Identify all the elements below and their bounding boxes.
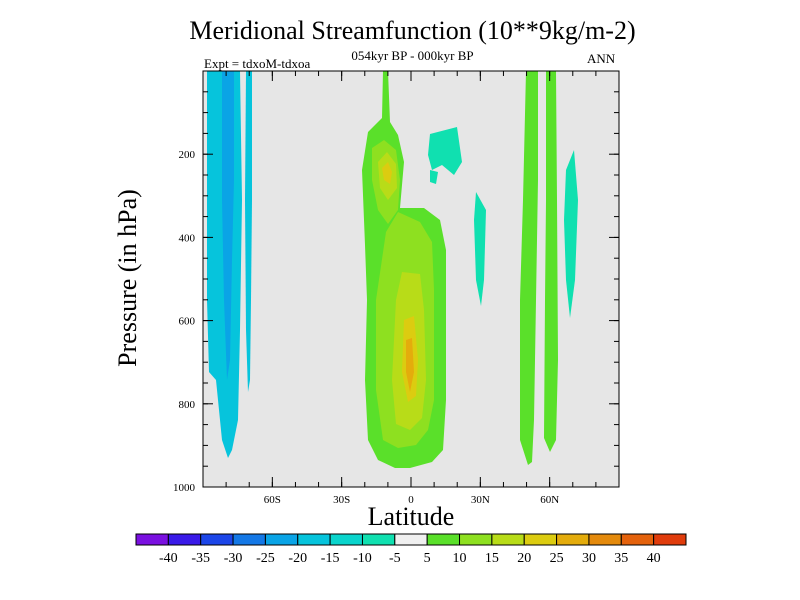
contour-upper-nh-negative bbox=[428, 127, 462, 175]
colorbar-label: 10 bbox=[453, 551, 467, 566]
colorbar-box bbox=[394, 533, 428, 546]
colorbar-label: -30 bbox=[224, 551, 243, 566]
colorbar-label: 35 bbox=[614, 551, 628, 566]
axes: 60S 30S 0 30N 60N 200 400 600 800 1000 bbox=[173, 71, 620, 506]
contour-upper-nh-negative-small bbox=[430, 170, 438, 184]
colorbar-label: 25 bbox=[550, 551, 564, 566]
contour-south-polar-core bbox=[222, 71, 234, 380]
colorbar-label: 20 bbox=[517, 551, 531, 566]
colorbar-label: -20 bbox=[288, 551, 307, 566]
colorbar-box bbox=[588, 533, 622, 546]
colorbar-label: 40 bbox=[647, 551, 661, 566]
colorbar-label: -40 bbox=[159, 551, 178, 566]
colorbar-box bbox=[523, 533, 558, 546]
y-tick-label: 1000 bbox=[173, 482, 196, 494]
contour-nh-negative-70 bbox=[564, 150, 578, 318]
x-tick-label: 60N bbox=[540, 494, 559, 506]
chart-subtitle: 054kyr BP - 000kyr BP bbox=[351, 48, 474, 63]
colorbar-box bbox=[653, 533, 687, 546]
colorbar-box bbox=[297, 533, 331, 546]
colorbar-box bbox=[264, 533, 299, 546]
y-tick-label: 600 bbox=[179, 316, 196, 328]
colorbar-label: -35 bbox=[191, 551, 210, 566]
colorbar-box bbox=[361, 533, 396, 546]
colorbar-box bbox=[556, 533, 590, 546]
colorbar-box bbox=[200, 533, 234, 546]
colorbar-label: 30 bbox=[582, 551, 596, 566]
colorbar: -40 -35 -30 -25 -20 -15 -10 -5 5 10 15 20 25 30 35 40 bbox=[135, 533, 687, 566]
contour-equatorial-30 bbox=[406, 338, 414, 392]
x-tick-label: 60S bbox=[264, 494, 281, 506]
x-tick-label: 30S bbox=[333, 494, 350, 506]
contour-south-polar-thin bbox=[245, 71, 252, 392]
contour-fields bbox=[207, 71, 578, 468]
colorbar-label: -25 bbox=[256, 551, 275, 566]
colorbar-box bbox=[167, 533, 202, 546]
colorbar-box bbox=[459, 533, 493, 546]
colorbar-label: -15 bbox=[321, 551, 340, 566]
x-tick-label: 30N bbox=[471, 494, 490, 506]
x-tick-label: 0 bbox=[408, 494, 414, 506]
contour-nh-positive-60 bbox=[544, 71, 558, 452]
colorbar-box bbox=[491, 533, 525, 546]
y-tick-label: 200 bbox=[179, 149, 196, 161]
colorbar-box bbox=[135, 533, 169, 546]
chart-title: Meridional Streamfunction (10**9kg/m-2) bbox=[189, 16, 636, 45]
contour-nh-negative-30 bbox=[474, 192, 486, 306]
colorbar-box bbox=[620, 533, 655, 546]
colorbar-box bbox=[232, 533, 266, 546]
colorbar-label: 5 bbox=[424, 551, 431, 566]
x-axis-label: Latitude bbox=[367, 502, 455, 531]
colorbar-label: -10 bbox=[353, 551, 372, 566]
experiment-label: Expt = tdxoM-tdxoa bbox=[204, 56, 311, 71]
colorbar-label: -5 bbox=[389, 551, 401, 566]
contour-nh-positive-50 bbox=[520, 71, 538, 465]
y-tick-label: 800 bbox=[179, 399, 196, 411]
contour-equatorial-25-upper bbox=[382, 162, 392, 184]
colorbar-label: 15 bbox=[485, 551, 499, 566]
y-tick-label: 400 bbox=[179, 232, 196, 244]
colorbar-box bbox=[329, 533, 363, 546]
season-label: ANN bbox=[587, 51, 616, 66]
colorbar-box bbox=[426, 533, 461, 546]
